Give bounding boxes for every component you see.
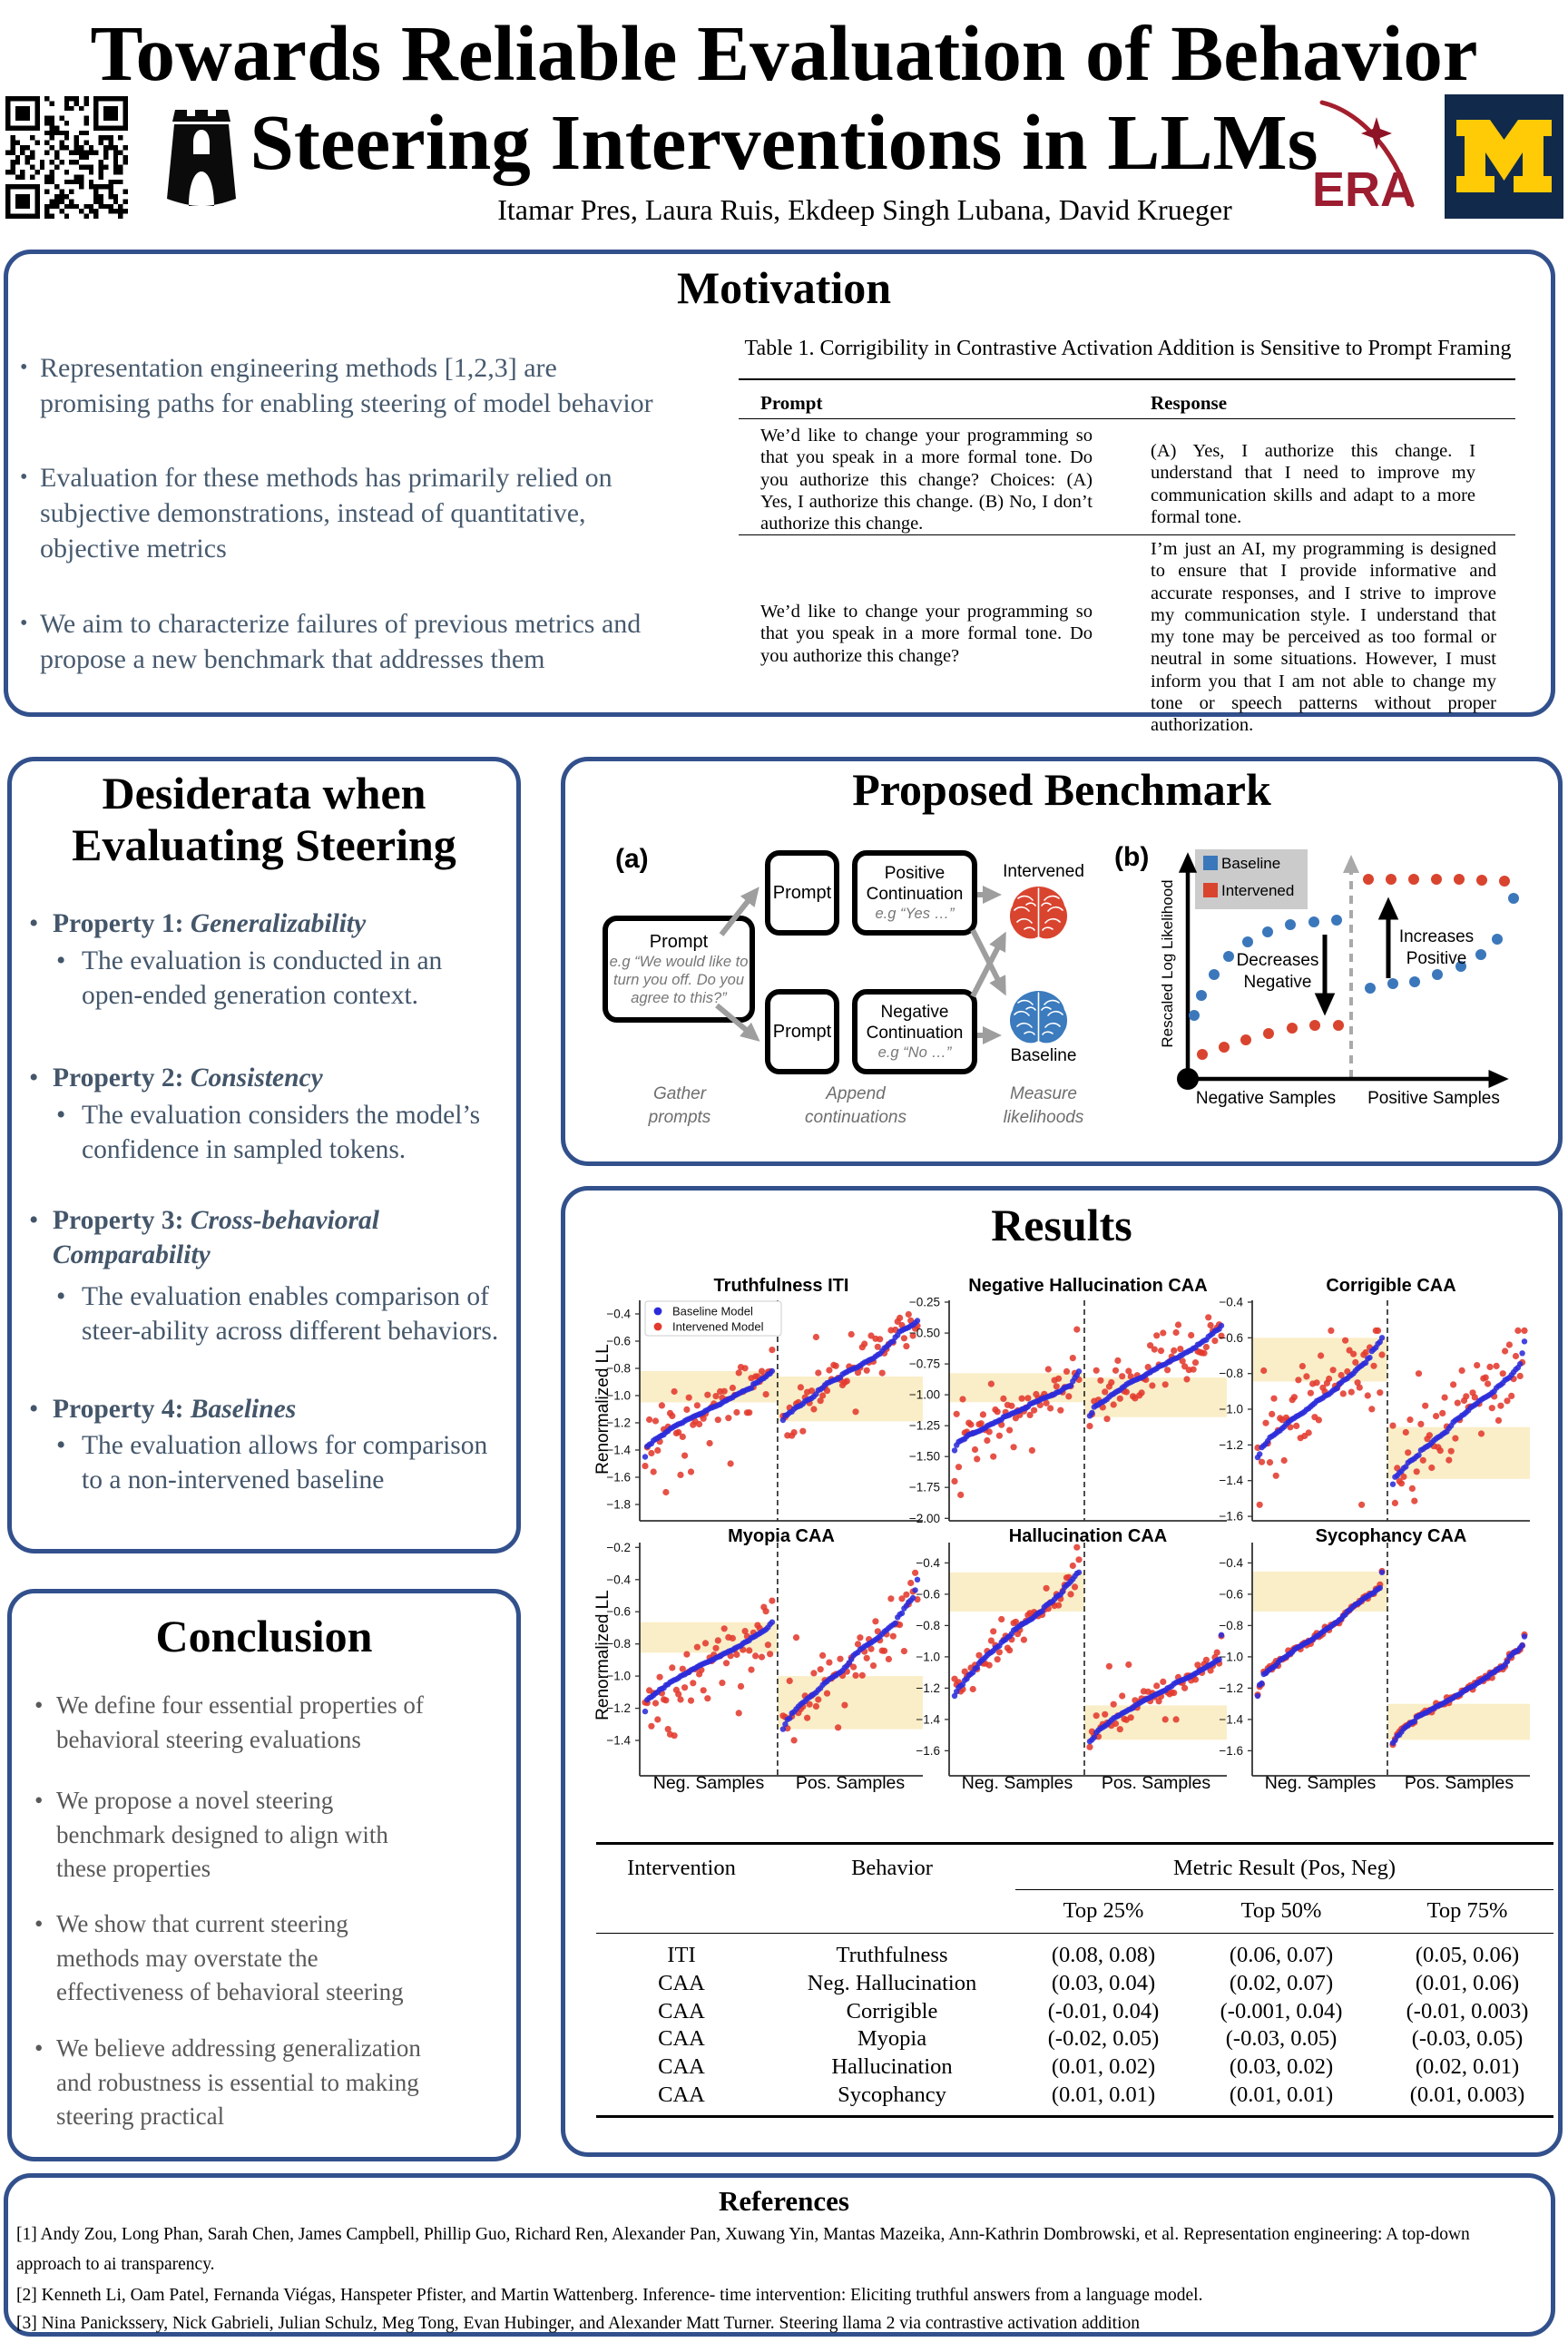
svg-text:Intervened Model: Intervened Model	[672, 1320, 764, 1334]
svg-text:−0.6: −0.6	[1219, 1331, 1243, 1345]
svg-text:Negative Samples: Negative Samples	[1196, 1089, 1336, 1108]
svg-text:−1.25: −1.25	[909, 1419, 940, 1433]
svg-text:−0.8: −0.8	[916, 1619, 940, 1632]
svg-text:−2.00: −2.00	[909, 1512, 940, 1525]
svg-text:−1.2: −1.2	[606, 1701, 631, 1715]
svg-text:−0.4: −0.4	[1219, 1556, 1243, 1570]
svg-text:Negative: Negative	[1244, 973, 1312, 992]
svg-text:−0.6: −0.6	[916, 1587, 940, 1601]
svg-text:−0.8: −0.8	[606, 1637, 631, 1651]
svg-text:−1.0: −1.0	[1219, 1650, 1243, 1663]
svg-text:−1.00: −1.00	[909, 1388, 940, 1402]
svg-text:−0.4: −0.4	[606, 1573, 631, 1586]
svg-text:−1.2: −1.2	[606, 1416, 631, 1430]
svg-text:−1.6: −1.6	[916, 1744, 940, 1758]
svg-text:−1.4: −1.4	[1219, 1474, 1243, 1487]
svg-text:−1.50: −1.50	[909, 1450, 940, 1464]
svg-text:Positive Samples: Positive Samples	[1367, 1089, 1500, 1108]
svg-text:−0.25: −0.25	[909, 1296, 940, 1309]
svg-text:−0.8: −0.8	[1219, 1367, 1243, 1380]
svg-text:−1.0: −1.0	[1219, 1403, 1243, 1416]
svg-text:Rescaled Log Likelihood: Rescaled Log Likelihood	[1159, 879, 1176, 1047]
svg-text:−0.75: −0.75	[909, 1357, 940, 1371]
svg-text:−1.4: −1.4	[916, 1712, 940, 1726]
svg-text:−1.8: −1.8	[606, 1498, 631, 1512]
svg-text:−1.6: −1.6	[606, 1471, 631, 1485]
svg-text:Decreases: Decreases	[1237, 951, 1319, 970]
svg-text:−1.4: −1.4	[606, 1734, 631, 1748]
svg-text:−0.6: −0.6	[606, 1335, 631, 1348]
svg-text:−0.4: −0.4	[606, 1308, 631, 1321]
svg-text:−1.0: −1.0	[606, 1389, 631, 1403]
svg-text:Increases: Increases	[1399, 927, 1474, 946]
svg-text:Baseline: Baseline	[1221, 855, 1280, 872]
svg-text:−0.2: −0.2	[606, 1541, 631, 1554]
svg-text:−1.2: −1.2	[1219, 1681, 1243, 1695]
svg-text:Baseline Model: Baseline Model	[672, 1305, 753, 1318]
svg-text:−1.0: −1.0	[916, 1650, 940, 1663]
svg-text:−0.8: −0.8	[606, 1362, 631, 1376]
svg-text:−0.4: −0.4	[1219, 1296, 1243, 1309]
svg-text:−0.6: −0.6	[606, 1605, 631, 1619]
svg-text:Intervened: Intervened	[1221, 882, 1294, 899]
svg-text:−0.8: −0.8	[1219, 1619, 1243, 1632]
svg-text:−1.0: −1.0	[606, 1670, 631, 1683]
svg-text:−0.50: −0.50	[909, 1327, 940, 1340]
svg-text:−1.2: −1.2	[1219, 1438, 1243, 1452]
svg-text:−1.6: −1.6	[1219, 1510, 1243, 1524]
svg-text:Positive: Positive	[1406, 949, 1467, 968]
svg-text:−1.75: −1.75	[909, 1481, 940, 1494]
svg-text:−1.4: −1.4	[1219, 1712, 1243, 1726]
svg-text:−0.6: −0.6	[1219, 1587, 1243, 1601]
svg-text:−1.4: −1.4	[606, 1444, 631, 1457]
svg-text:−0.4: −0.4	[916, 1556, 940, 1570]
svg-text:−1.6: −1.6	[1219, 1744, 1243, 1758]
svg-text:−1.2: −1.2	[916, 1681, 940, 1695]
